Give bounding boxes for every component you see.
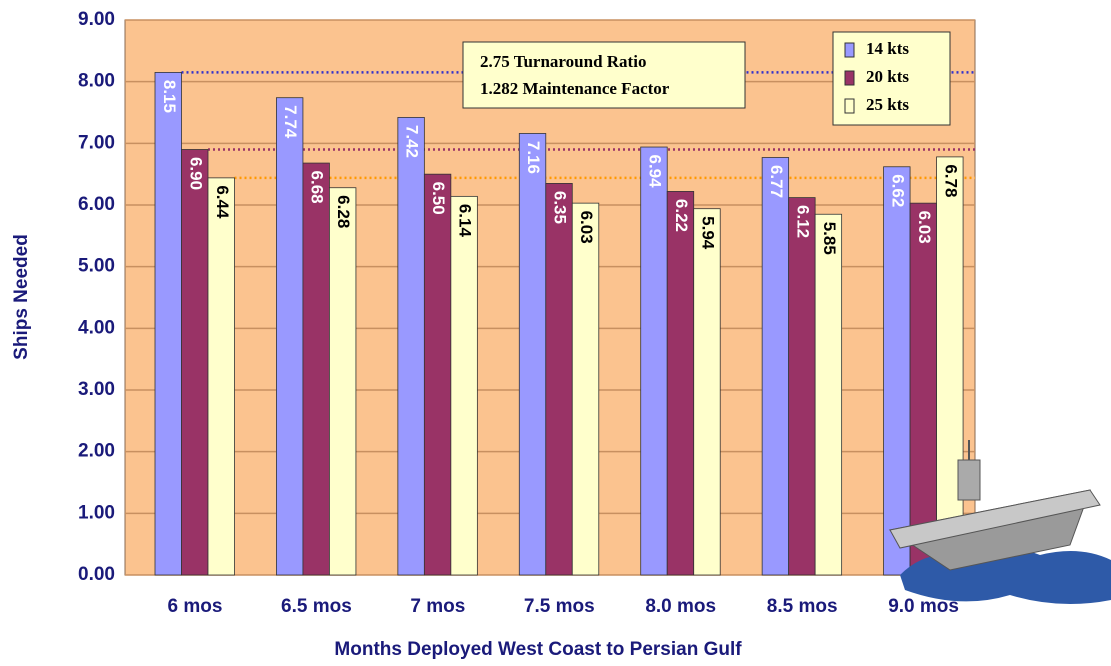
x-tick-label: 7 mos [410, 596, 465, 617]
bar [545, 183, 573, 576]
data-label: 6.03 [577, 211, 596, 244]
x-tick-label: 8.5 mos [767, 596, 838, 617]
legend-label: 20 kts [866, 67, 909, 86]
data-label: 6.12 [793, 205, 812, 238]
y-tick-label: 6.00 [78, 194, 115, 215]
bar [788, 197, 816, 576]
bar [666, 191, 695, 576]
y-tick-label: 0.00 [78, 564, 115, 585]
bar [302, 162, 330, 576]
y-tick-label: 5.00 [78, 256, 115, 277]
data-label: 6.14 [456, 204, 475, 238]
bar [693, 208, 721, 576]
bar [883, 166, 911, 576]
bar [936, 156, 964, 576]
annotation-box [462, 41, 746, 109]
bar [329, 187, 357, 576]
y-tick-label: 9.00 [78, 9, 115, 30]
data-label: 6.50 [429, 182, 448, 215]
y-tick-label: 4.00 [78, 317, 115, 338]
legend-label: 14 kts [866, 39, 909, 58]
y-axis-title: Ships Needed [11, 234, 32, 360]
data-label: 6.44 [213, 185, 232, 219]
bar [154, 72, 182, 576]
data-label: 7.16 [524, 141, 543, 174]
bar [397, 117, 425, 576]
data-label: 6.28 [334, 195, 353, 228]
bar [450, 195, 478, 576]
x-tick-label: 6.5 mos [281, 596, 352, 617]
bar [181, 149, 209, 576]
x-tick-label: 6 mos [168, 596, 223, 617]
data-label: 6.68 [308, 171, 327, 204]
y-tick-label: 8.00 [78, 71, 115, 92]
legend-swatch [844, 42, 855, 58]
y-tick-label: 3.00 [78, 379, 115, 400]
ship-illustration [888, 440, 1111, 604]
annotation: 2.75 Turnaround Ratio [480, 52, 646, 71]
data-label: 6.35 [551, 191, 570, 224]
bar [518, 133, 547, 576]
data-label: 8.15 [160, 80, 179, 113]
legend-label: 25 kts [866, 95, 909, 114]
y-tick-label: 1.00 [78, 502, 115, 523]
data-label: 6.22 [672, 199, 691, 232]
data-label: 6.03 [915, 211, 934, 244]
y-tick-label: 2.00 [78, 441, 115, 462]
data-label: 7.42 [403, 125, 422, 158]
annotation: 1.282 Maintenance Factor [480, 79, 670, 98]
data-label: 6.62 [888, 174, 907, 207]
data-label: 6.90 [186, 157, 205, 190]
data-label: 6.77 [767, 165, 786, 198]
data-label: 5.94 [698, 216, 717, 250]
x-axis-title: Months Deployed West Coast to Persian Gu… [334, 639, 742, 660]
data-label: 5.85 [820, 222, 839, 255]
bar [640, 146, 668, 576]
bar [909, 202, 937, 576]
legend-swatch [844, 70, 855, 86]
x-tick-label: 7.5 mos [524, 596, 595, 617]
legend-swatch [844, 98, 855, 114]
x-tick-label: 9.0 mos [888, 596, 959, 617]
bar [571, 202, 600, 576]
data-label: 6.94 [645, 154, 664, 188]
bar [423, 173, 452, 576]
bar [207, 177, 235, 576]
data-label: 7.74 [281, 105, 300, 139]
x-tick-label: 8.0 mos [645, 596, 716, 617]
bar [814, 213, 843, 576]
bar [761, 157, 790, 576]
data-label: 6.78 [941, 164, 960, 197]
y-tick-label: 7.00 [78, 132, 115, 153]
bar [276, 97, 304, 576]
